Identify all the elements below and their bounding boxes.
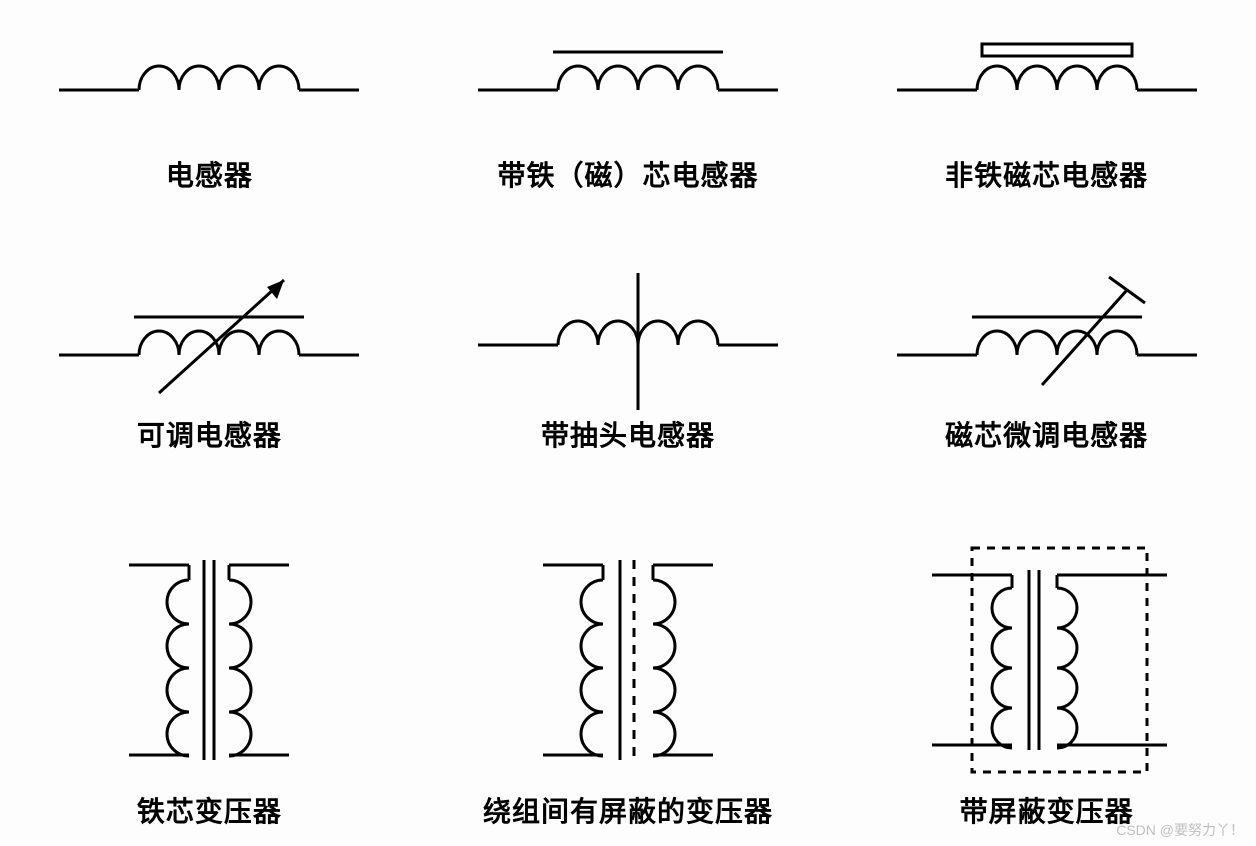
cell-non-ferrite-inductor: 非铁磁芯电感器 — [837, 0, 1256, 260]
symbol-shielded-transformer — [867, 530, 1227, 790]
symbol-tapped-inductor — [448, 270, 808, 410]
symbol-iron-transformer — [29, 530, 389, 790]
symbol-iron-core-inductor — [448, 10, 808, 150]
label-shielded-transformer: 带屏蔽变压器 — [960, 790, 1134, 830]
cell-iron-transformer: 铁芯变压器 — [0, 520, 419, 840]
cell-shielded-transformer: 带屏蔽变压器 — [837, 520, 1256, 840]
label-iron-transformer: 铁芯变压器 — [137, 790, 282, 830]
symbol-ferrite-tune-inductor — [867, 270, 1227, 410]
symbol-grid: 电感器 带铁（磁）芯电感器 — [0, 0, 1256, 846]
cell-variable-inductor: 可调电感器 — [0, 260, 419, 520]
label-non-ferrite-inductor: 非铁磁芯电感器 — [945, 154, 1148, 194]
cell-inductor: 电感器 — [0, 0, 419, 260]
cell-iron-core-inductor: 带铁（磁）芯电感器 — [419, 0, 838, 260]
cell-tapped-inductor: 带抽头电感器 — [419, 260, 838, 520]
label-shield-winding-transformer: 绕组间有屏蔽的变压器 — [483, 790, 773, 830]
symbol-variable-inductor — [29, 270, 389, 410]
symbol-shield-winding-transformer — [448, 530, 808, 790]
diagram-container: 电感器 带铁（磁）芯电感器 — [0, 0, 1256, 846]
label-inductor: 电感器 — [166, 154, 253, 194]
label-ferrite-tune-inductor: 磁芯微调电感器 — [945, 414, 1148, 454]
symbol-inductor — [29, 10, 389, 150]
cell-ferrite-tune-inductor: 磁芯微调电感器 — [837, 260, 1256, 520]
label-variable-inductor: 可调电感器 — [137, 414, 282, 454]
watermark-text: CSDN @要努力丫！ — [1116, 820, 1244, 840]
label-tapped-inductor: 带抽头电感器 — [541, 414, 715, 454]
label-iron-core-inductor: 带铁（磁）芯电感器 — [497, 154, 758, 194]
symbol-non-ferrite-inductor — [867, 10, 1227, 150]
cell-shield-winding-transformer: 绕组间有屏蔽的变压器 — [419, 520, 838, 840]
